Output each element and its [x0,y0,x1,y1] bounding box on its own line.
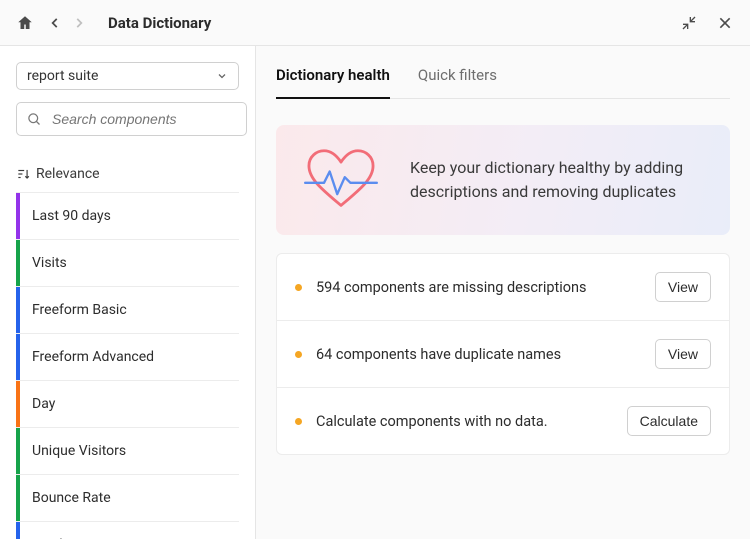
color-stripe [16,240,20,286]
report-suite-select[interactable]: report suite [16,62,239,90]
search-input-wrapper[interactable] [16,102,247,136]
nav-forward-icon[interactable] [68,12,90,34]
calculate-button[interactable]: Calculate [627,406,711,436]
color-stripe [16,522,20,539]
view-button[interactable]: View [655,339,711,369]
health-banner: Keep your dictionary healthy by adding d… [276,125,730,235]
view-button[interactable]: View [655,272,711,302]
search-icon [27,112,42,127]
status-bullet [295,284,302,291]
tab-quick-filters[interactable]: Quick filters [418,66,497,98]
color-stripe [16,428,20,474]
list-item[interactable]: Freeform Basic [16,287,239,334]
color-stripe [16,287,20,333]
health-row: 64 components have duplicate names View [277,321,729,388]
health-text: Calculate components with no data. [316,413,613,430]
sort-label: Relevance [36,166,100,182]
search-input[interactable] [50,110,236,128]
sidebar: report suite [0,46,256,539]
health-row: Calculate components with no data. Calcul… [277,388,729,454]
list-item-label: Day [32,396,229,412]
list-item-label: Unique Visitors [32,443,229,459]
home-icon[interactable] [14,12,36,34]
tab-dictionary-health[interactable]: Dictionary health [276,66,390,98]
minimize-icon[interactable] [678,12,700,34]
sort-control[interactable]: Relevance [16,166,239,182]
component-list: Last 90 days Visits Freeform Basic Freeform… [16,192,239,539]
list-item[interactable]: Single Page Visits [16,522,239,539]
heart-pulse-icon [302,147,380,213]
list-item[interactable]: Freeform Advanced [16,334,239,381]
close-icon[interactable] [714,12,736,34]
health-row: 594 components are missing descriptions V… [277,254,729,321]
tab-bar: Dictionary health Quick filters [276,66,730,99]
list-item-label: Freeform Advanced [32,349,229,365]
nav-back-icon[interactable] [44,12,66,34]
color-stripe [16,334,20,380]
health-text: 594 components are missing descriptions [316,279,641,296]
main-panel: Dictionary health Quick filters Keep your… [256,46,750,539]
list-item[interactable]: Unique Visitors [16,428,239,475]
chevron-down-icon [216,70,228,82]
list-item-label: Bounce Rate [32,490,229,506]
list-item-label: Visits [32,255,229,271]
app-header: Data Dictionary [0,0,750,46]
list-item[interactable]: Visits [16,240,239,287]
list-item-label: Freeform Basic [32,302,229,318]
color-stripe [16,475,20,521]
status-bullet [295,418,302,425]
list-item[interactable]: Day [16,381,239,428]
list-item-label: Last 90 days [32,208,229,224]
color-stripe [16,381,20,427]
color-stripe [16,193,20,239]
page-title: Data Dictionary [108,14,211,32]
health-text: 64 components have duplicate names [316,346,641,363]
banner-text: Keep your dictionary healthy by adding d… [410,156,704,204]
list-item[interactable]: Bounce Rate [16,475,239,522]
status-bullet [295,351,302,358]
health-card: 594 components are missing descriptions V… [276,253,730,455]
sort-icon [16,167,30,181]
list-item[interactable]: Last 90 days [16,193,239,240]
report-suite-value: report suite [27,68,98,84]
